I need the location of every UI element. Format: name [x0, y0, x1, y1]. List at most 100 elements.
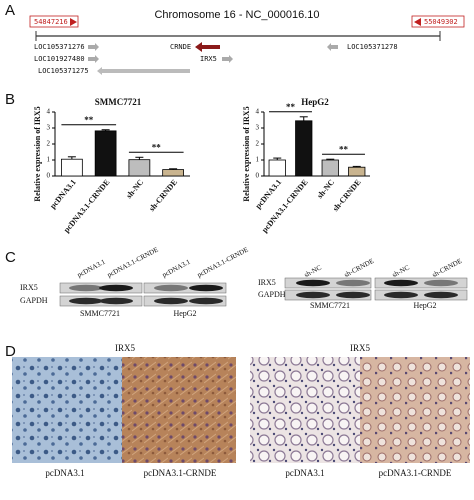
image-caption: pcDNA3.1-CRNDE — [144, 468, 217, 478]
x-tick-label: pcDNA3.1 — [48, 178, 78, 211]
lane-label: pcDNA3.1 — [76, 258, 107, 280]
error-bar — [135, 156, 144, 160]
bar — [162, 169, 184, 177]
image-caption: pcDNA3.1 — [285, 468, 324, 478]
y-tick-label: 4 — [47, 108, 51, 116]
error-bar — [67, 156, 76, 160]
gene-arrow — [327, 43, 338, 51]
gene-label: LOC105371278 — [347, 43, 398, 51]
coord-box — [29, 15, 79, 28]
y-tick-label: 2 — [256, 140, 260, 148]
gene-arrow — [222, 55, 233, 63]
cell-label: HepG2 — [173, 309, 196, 318]
gene-arrow — [195, 42, 220, 52]
error-bar — [299, 116, 308, 121]
gene-label: LOC101927480 — [34, 55, 85, 63]
blot-strip — [374, 289, 468, 301]
y-axis-label: Relative expression of IRX5 — [242, 106, 251, 201]
coord-box — [411, 15, 465, 28]
panel-label: A — [5, 2, 15, 19]
bar — [128, 159, 151, 177]
y-tick-label: 1 — [256, 156, 260, 164]
bar — [321, 159, 339, 177]
lane-label: sh-CRNDE — [431, 257, 463, 279]
cell-label: HepG2 — [413, 301, 436, 310]
gene-arrow — [88, 43, 99, 51]
histology-image — [360, 357, 470, 463]
row-label: IRX5 — [258, 278, 276, 287]
histology-image — [250, 357, 360, 463]
error-bar — [101, 129, 110, 131]
x-tick-label: sh-CRNDE — [147, 178, 179, 213]
gene-arrow — [88, 55, 99, 63]
histology-image — [12, 357, 122, 463]
coord-end: 55049302 — [424, 18, 458, 26]
blot-band — [154, 297, 188, 305]
gene-label: LOC105371275 — [38, 67, 89, 75]
chart-title: HepG2 — [301, 97, 329, 107]
gene-label: IRX5 — [200, 55, 217, 63]
significance-label: ** — [339, 144, 349, 154]
panel-label: C — [5, 249, 16, 266]
blot-band — [189, 284, 223, 292]
chart-title: SMMC7721 — [95, 97, 142, 107]
y-tick-label: 4 — [256, 108, 260, 116]
lane-label: pcDNA3.1-CRNDE — [196, 246, 250, 280]
y-tick-label: 0 — [256, 172, 260, 180]
lane-label: sh-CRNDE — [343, 257, 375, 279]
histology-image — [122, 357, 236, 463]
y-axis-label: Relative expression of IRX5 — [33, 106, 42, 201]
lane-label: pcDNA3.1 — [161, 258, 192, 280]
marker — [414, 18, 421, 26]
lane-label: pcDNA3.1-CRNDE — [106, 246, 160, 280]
blot-band — [296, 279, 330, 287]
y-tick-label: 0 — [47, 172, 51, 180]
significance-label: ** — [84, 115, 94, 125]
bar — [268, 159, 286, 177]
x-tick-label: sh-NC — [124, 178, 145, 201]
x-tick-label: sh-NC — [315, 178, 336, 201]
bar — [295, 120, 313, 177]
blot-band — [99, 297, 133, 305]
blot-band — [69, 284, 103, 292]
y-tick-label: 3 — [256, 124, 260, 132]
row-label: IRX5 — [20, 283, 38, 292]
blot-band — [336, 279, 370, 287]
gene-arrow — [97, 67, 190, 75]
row-label: GAPDH — [258, 290, 286, 299]
image-caption: pcDNA3.1 — [45, 468, 84, 478]
blot-band — [424, 291, 458, 299]
x-tick-label: pcDNA3.1-CRNDE — [260, 178, 310, 235]
error-bar — [273, 157, 282, 160]
blot-band — [424, 279, 458, 287]
blot-band — [154, 284, 188, 292]
blot-band — [189, 297, 223, 305]
stain-label: IRX5 — [115, 343, 135, 353]
y-tick-label: 1 — [47, 156, 51, 164]
bar — [94, 130, 117, 177]
blot-band — [384, 279, 418, 287]
row-label: GAPDH — [20, 296, 48, 305]
coord-start: 54847216 — [34, 18, 68, 26]
gene-label: CRNDE — [170, 43, 191, 51]
panel-label: B — [5, 91, 15, 108]
blot-band — [296, 291, 330, 299]
blot-band — [99, 284, 133, 292]
chromosome-title: Chromosome 16 - NC_000016.10 — [154, 9, 319, 21]
y-tick-label: 2 — [47, 140, 51, 148]
stain-label: IRX5 — [350, 343, 370, 353]
blot-band — [69, 297, 103, 305]
marker — [70, 18, 77, 26]
lane-label: sh-NC — [303, 263, 323, 279]
x-tick-label: sh-CRNDE — [331, 178, 363, 213]
gene-label: LOC105371276 — [34, 43, 85, 51]
image-caption: pcDNA3.1-CRNDE — [379, 468, 452, 478]
error-bar — [326, 158, 335, 160]
blot-strip — [374, 277, 468, 289]
blot-band — [384, 291, 418, 299]
error-bar — [169, 168, 178, 170]
error-bar — [352, 165, 361, 168]
bar — [61, 158, 83, 177]
cell-label: SMMC7721 — [80, 309, 120, 318]
